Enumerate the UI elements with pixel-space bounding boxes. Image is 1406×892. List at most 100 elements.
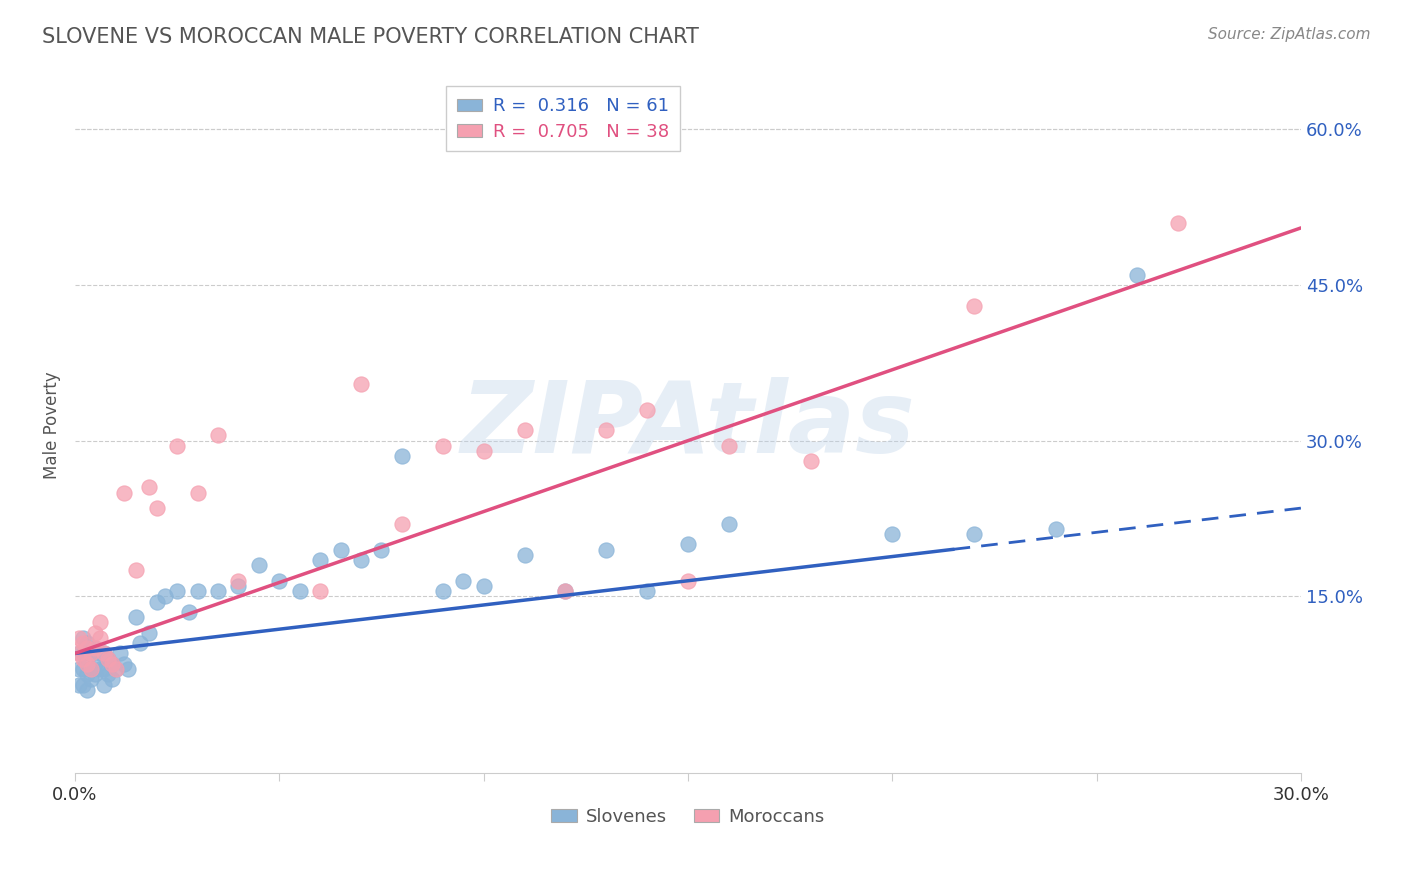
Point	[67, 677, 90, 691]
Point	[80, 647, 103, 661]
Point	[391, 449, 413, 463]
Point	[89, 631, 111, 645]
Point	[513, 423, 536, 437]
Point	[391, 516, 413, 531]
Point	[207, 428, 229, 442]
Text: SLOVENE VS MOROCCAN MALE POVERTY CORRELATION CHART: SLOVENE VS MOROCCAN MALE POVERTY CORRELA…	[42, 27, 699, 46]
Point	[145, 501, 167, 516]
Point	[84, 625, 107, 640]
Point	[513, 548, 536, 562]
Point	[72, 677, 94, 691]
Point	[179, 605, 201, 619]
Point	[350, 553, 373, 567]
Point	[76, 667, 98, 681]
Point	[554, 584, 576, 599]
Point	[882, 527, 904, 541]
Point	[432, 584, 454, 599]
Point	[138, 480, 160, 494]
Point	[80, 673, 103, 687]
Point	[228, 579, 250, 593]
Point	[451, 574, 474, 588]
Point	[89, 615, 111, 630]
Point	[80, 662, 103, 676]
Point	[472, 579, 495, 593]
Point	[84, 641, 107, 656]
Point	[1126, 268, 1149, 282]
Point	[97, 667, 120, 681]
Point	[125, 610, 148, 624]
Point	[125, 563, 148, 577]
Legend: Slovenes, Moroccans: Slovenes, Moroccans	[544, 801, 832, 833]
Point	[93, 662, 115, 676]
Point	[595, 423, 617, 437]
Point	[117, 662, 139, 676]
Point	[799, 454, 821, 468]
Point	[166, 439, 188, 453]
Point	[89, 662, 111, 676]
Point	[101, 673, 124, 687]
Point	[104, 662, 127, 676]
Point	[76, 636, 98, 650]
Point	[97, 651, 120, 665]
Point	[247, 558, 270, 573]
Point	[93, 647, 115, 661]
Point	[84, 641, 107, 656]
Point	[676, 537, 699, 551]
Point	[67, 647, 90, 661]
Point	[269, 574, 291, 588]
Point	[93, 647, 115, 661]
Point	[1045, 522, 1067, 536]
Point	[145, 594, 167, 608]
Point	[676, 574, 699, 588]
Point	[72, 647, 94, 661]
Point	[636, 584, 658, 599]
Point	[963, 299, 986, 313]
Text: Source: ZipAtlas.com: Source: ZipAtlas.com	[1208, 27, 1371, 42]
Point	[432, 439, 454, 453]
Point	[76, 682, 98, 697]
Point	[101, 657, 124, 671]
Point	[76, 651, 98, 665]
Point	[97, 651, 120, 665]
Point	[129, 636, 152, 650]
Point	[138, 625, 160, 640]
Point	[67, 631, 90, 645]
Y-axis label: Male Poverty: Male Poverty	[44, 371, 60, 479]
Point	[112, 485, 135, 500]
Point	[76, 641, 98, 656]
Point	[554, 584, 576, 599]
Point	[228, 574, 250, 588]
Point	[288, 584, 311, 599]
Point	[67, 647, 90, 661]
Point	[1167, 216, 1189, 230]
Point	[350, 376, 373, 391]
Point	[717, 439, 740, 453]
Point	[370, 542, 392, 557]
Point	[329, 542, 352, 557]
Point	[84, 657, 107, 671]
Point	[309, 553, 332, 567]
Point	[72, 636, 94, 650]
Point	[207, 584, 229, 599]
Point	[84, 667, 107, 681]
Point	[112, 657, 135, 671]
Point	[67, 662, 90, 676]
Point	[187, 584, 209, 599]
Point	[104, 662, 127, 676]
Point	[108, 647, 131, 661]
Text: ZIPAtlas: ZIPAtlas	[461, 376, 915, 474]
Point	[595, 542, 617, 557]
Point	[80, 662, 103, 676]
Point	[963, 527, 986, 541]
Point	[72, 631, 94, 645]
Point	[80, 647, 103, 661]
Point	[93, 677, 115, 691]
Point	[101, 657, 124, 671]
Point	[166, 584, 188, 599]
Point	[309, 584, 332, 599]
Point	[153, 590, 176, 604]
Point	[636, 402, 658, 417]
Point	[89, 647, 111, 661]
Point	[472, 444, 495, 458]
Point	[72, 662, 94, 676]
